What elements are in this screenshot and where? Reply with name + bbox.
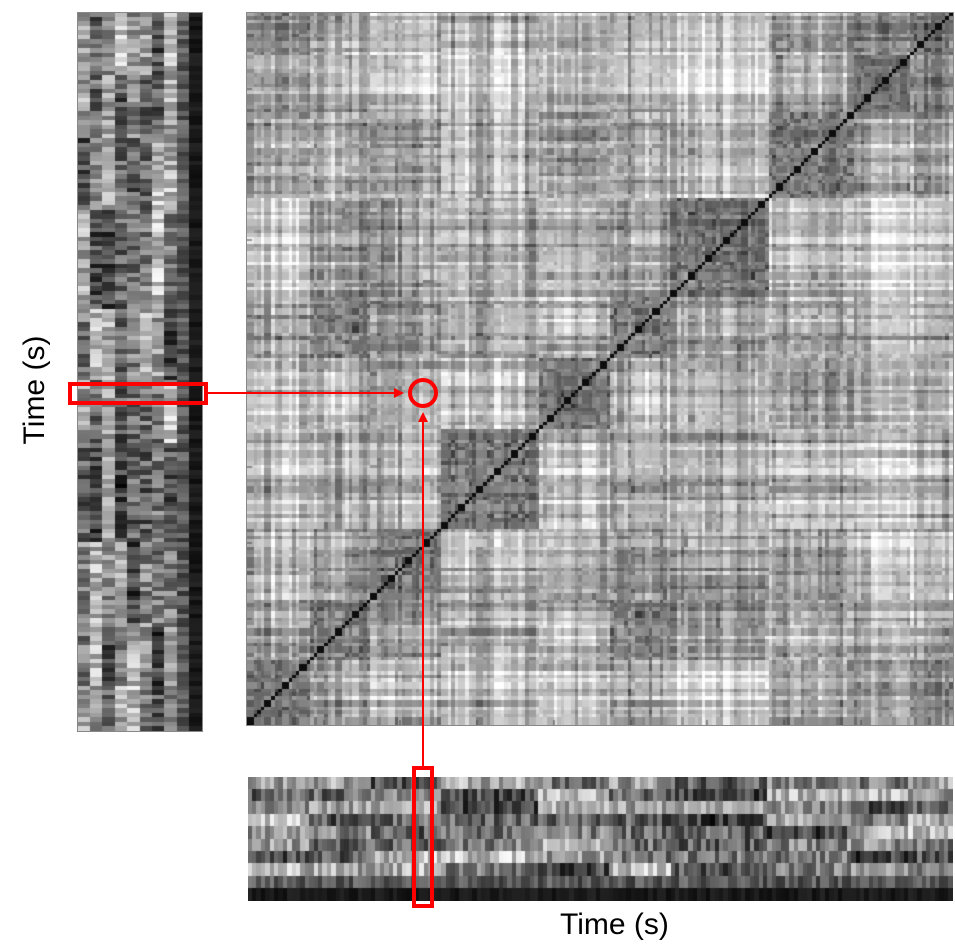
vertical-feature-matrix [78, 13, 202, 731]
horizontal-feature-matrix [248, 777, 953, 901]
column-highlight-box [412, 766, 434, 908]
row-highlight-box [68, 382, 208, 405]
x-axis-label: Time (s) [560, 908, 669, 941]
self-similarity-matrix [247, 13, 953, 725]
y-axis-label: Time (s) [18, 335, 51, 445]
similarity-point-marker [408, 378, 438, 408]
